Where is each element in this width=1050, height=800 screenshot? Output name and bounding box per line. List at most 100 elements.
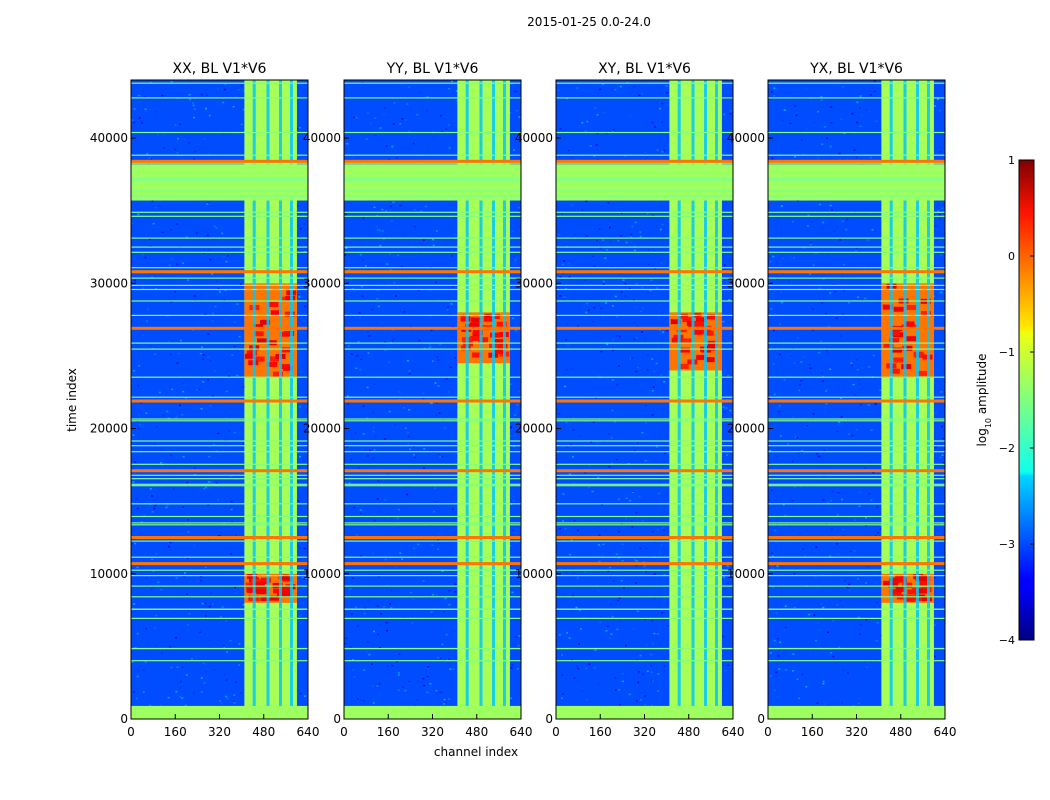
noise-pixel bbox=[431, 380, 434, 383]
colorbar-tick-label: −3 bbox=[999, 538, 1015, 551]
noise-pixel bbox=[201, 346, 204, 348]
noise-pixel bbox=[181, 258, 184, 261]
noise-pixel bbox=[795, 114, 798, 116]
noise-pixel bbox=[192, 102, 195, 104]
rfi-line-strong bbox=[556, 270, 733, 274]
noise-pixel bbox=[628, 287, 631, 290]
rfi-line-weak bbox=[131, 556, 308, 558]
noise-pixel bbox=[661, 544, 664, 546]
y-tick-label: 0 bbox=[333, 712, 341, 726]
noise-pixel bbox=[589, 558, 592, 560]
rfi-line-weak bbox=[768, 154, 945, 156]
noise-pixel bbox=[451, 508, 454, 511]
noise-pixel bbox=[176, 362, 179, 364]
noise-pixel bbox=[621, 680, 624, 683]
noise-pixel bbox=[432, 510, 435, 513]
noise-pixel bbox=[203, 252, 206, 255]
noise-pixel bbox=[580, 111, 583, 114]
noise-pixel bbox=[644, 212, 647, 214]
noise-pixel bbox=[348, 482, 351, 485]
noise-pixel bbox=[351, 669, 354, 671]
noise-pixel bbox=[204, 566, 207, 568]
noise-pixel bbox=[352, 288, 355, 290]
noise-pixel bbox=[430, 329, 433, 331]
noise-pixel bbox=[242, 108, 245, 111]
noise-pixel bbox=[646, 110, 649, 113]
noise-pixel bbox=[144, 482, 147, 484]
noise-pixel bbox=[346, 446, 349, 448]
noise-pixel bbox=[722, 406, 725, 408]
noise-pixel bbox=[452, 326, 454, 328]
noise-pixel bbox=[392, 622, 395, 625]
noise-pixel bbox=[395, 566, 398, 568]
noise-pixel bbox=[870, 497, 873, 499]
noise-pixel bbox=[567, 262, 570, 265]
noise-pixel bbox=[187, 384, 189, 386]
noise-pixel bbox=[448, 147, 451, 149]
noise-pixel bbox=[798, 389, 801, 392]
noise-pixel bbox=[784, 626, 787, 628]
noise-pixel bbox=[556, 612, 559, 614]
noise-pixel bbox=[830, 122, 833, 124]
noise-pixel bbox=[618, 703, 621, 706]
noise-pixel bbox=[197, 349, 200, 351]
noise-pixel bbox=[188, 142, 191, 144]
noise-pixel bbox=[935, 497, 938, 499]
noise-pixel bbox=[573, 677, 576, 679]
rfi-line-weak bbox=[556, 314, 733, 316]
noise-pixel bbox=[631, 526, 634, 528]
noise-pixel bbox=[445, 378, 448, 380]
rfi-line-weak bbox=[131, 82, 308, 84]
noise-pixel bbox=[851, 364, 853, 367]
rfi-line-weak bbox=[768, 211, 945, 213]
noise-pixel bbox=[435, 402, 438, 405]
rfi-line-weak bbox=[556, 300, 733, 302]
noise-pixel bbox=[846, 586, 849, 589]
noise-pixel bbox=[377, 480, 380, 482]
noise-pixel bbox=[438, 241, 441, 243]
noise-pixel bbox=[559, 276, 562, 278]
noise-pixel bbox=[723, 264, 726, 266]
noise-pixel bbox=[610, 603, 613, 606]
noise-pixel bbox=[359, 254, 362, 256]
noise-pixel bbox=[408, 614, 411, 616]
hot-pixel bbox=[889, 368, 900, 374]
noise-pixel bbox=[242, 386, 245, 388]
x-tick-label: 0 bbox=[764, 725, 772, 739]
noise-pixel bbox=[213, 669, 216, 671]
rfi-line-weak bbox=[344, 178, 521, 180]
noise-pixel bbox=[777, 695, 779, 698]
rfi-line-weak bbox=[768, 288, 945, 291]
noise-pixel bbox=[816, 702, 819, 704]
noise-pixel bbox=[133, 121, 136, 124]
rfi-line-weak bbox=[556, 178, 733, 180]
hot-pixel bbox=[919, 580, 930, 586]
noise-pixel bbox=[181, 523, 184, 525]
noise-pixel bbox=[612, 338, 615, 341]
noise-pixel bbox=[576, 87, 579, 89]
rfi-line-weak bbox=[131, 420, 308, 422]
colorbar-tick-label: 0 bbox=[1008, 250, 1015, 263]
hot-pixel bbox=[270, 595, 281, 601]
noise-pixel bbox=[377, 686, 380, 689]
noise-pixel bbox=[728, 299, 731, 301]
hot-pixel bbox=[247, 587, 258, 593]
noise-pixel bbox=[181, 629, 184, 632]
noise-pixel bbox=[206, 234, 209, 237]
noise-pixel bbox=[175, 690, 178, 693]
noise-pixel bbox=[632, 299, 635, 301]
noise-pixel bbox=[225, 605, 228, 607]
noise-pixel bbox=[186, 557, 189, 560]
noise-pixel bbox=[835, 317, 838, 320]
noise-pixel bbox=[371, 663, 373, 665]
noise-pixel bbox=[782, 503, 785, 506]
rfi-line-weak bbox=[768, 569, 945, 571]
noise-pixel bbox=[196, 388, 199, 391]
noise-pixel bbox=[140, 402, 143, 404]
rfi-line-strong bbox=[131, 469, 308, 473]
noise-pixel bbox=[585, 311, 588, 314]
noise-pixel bbox=[384, 107, 386, 109]
noise-pixel bbox=[616, 628, 619, 631]
noise-pixel bbox=[350, 353, 353, 355]
noise-pixel bbox=[568, 276, 571, 278]
